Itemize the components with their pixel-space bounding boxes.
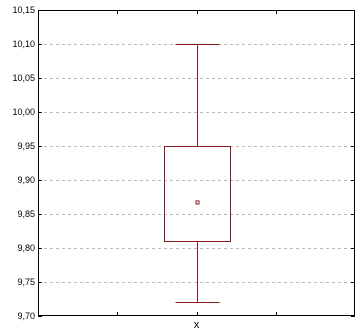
interquartile-box <box>164 146 231 242</box>
y-tick-label: 9,75 <box>17 277 35 287</box>
plot-frame <box>38 10 355 316</box>
grid-lines <box>38 44 355 283</box>
y-tick-label: 10,10 <box>12 39 35 49</box>
x-category-label: x <box>194 319 200 331</box>
y-tick-label: 9,80 <box>17 243 35 253</box>
y-tick-label: 10,05 <box>12 73 35 83</box>
y-axis-ticks: 9,70 9,75 9,80 9,85 9,90 9,95 10,00 10,05 10,10 1… <box>12 5 355 321</box>
y-tick-label: 9,90 <box>17 175 35 185</box>
y-tick-label: 9,85 <box>17 209 35 219</box>
y-tick-label: 9,95 <box>17 141 35 151</box>
mean-point <box>195 200 200 205</box>
box-series <box>164 44 231 303</box>
y-tick-label: 10,00 <box>12 107 35 117</box>
y-tick-label: 10,15 <box>12 5 35 15</box>
y-tick-label: 9,70 <box>17 311 35 321</box>
